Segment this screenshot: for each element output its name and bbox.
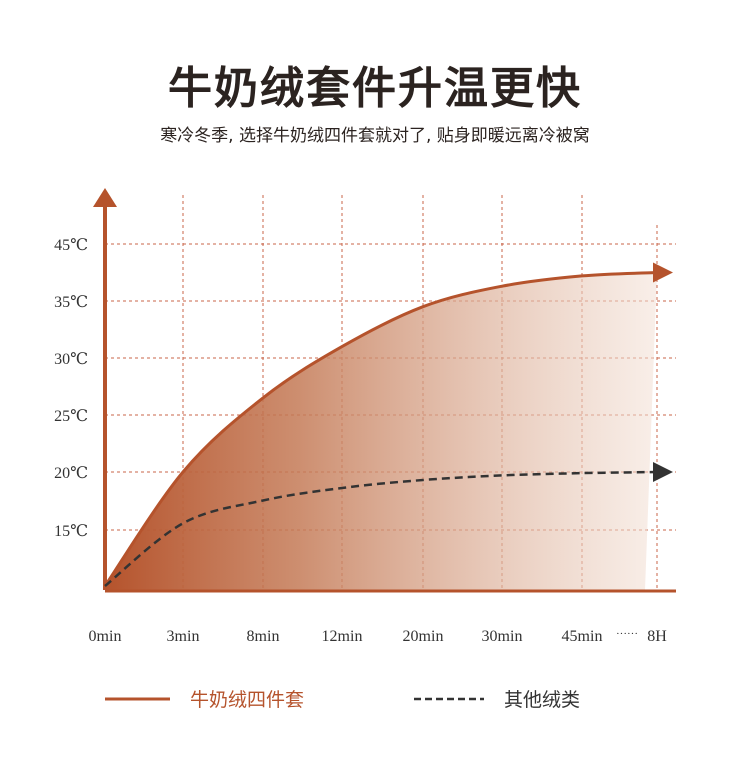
y-tick-label: 35℃ [54, 294, 88, 311]
page-subtitle: 寒冷冬季, 选择牛奶绒四件套就对了, 贴身即暖远离冷被窝 [160, 126, 590, 146]
chart-axes [93, 188, 676, 593]
x-tick-label: 3min [167, 628, 200, 645]
legend-label-series-2: 其他绒类 [504, 689, 580, 711]
x-tick-label: 30min [482, 628, 523, 645]
series-arrow-1 [653, 262, 673, 283]
chart-legend: 牛奶绒四件套 其他绒类 [105, 689, 580, 711]
page-title: 牛奶绒套件升温更快 [168, 63, 582, 114]
series-line-1 [103, 271, 658, 587]
y-tick-labels: 45℃ 35℃ 30℃ 25℃ 20℃ 15℃ [54, 237, 88, 540]
y-tick-label: 45℃ [54, 237, 88, 254]
x-tick-label: 0min [89, 628, 122, 645]
chart-area-layer [105, 272, 657, 590]
x-tick-label: 20min [403, 628, 444, 645]
x-tick-labels: 0min 3min 8min 12min 20min 30min 45min 8H ······ [89, 628, 668, 645]
series-arrow-2 [653, 462, 673, 482]
x-tick-label: 12min [322, 628, 363, 645]
y-tick-label: 25℃ [54, 408, 88, 425]
y-tick-label: 15℃ [54, 523, 88, 540]
x-tick-label: 45min [562, 628, 603, 645]
x-tick-ellipsis: ······ [616, 628, 638, 640]
series-area-fill [105, 272, 657, 590]
x-tick-label: 8H [647, 628, 667, 645]
y-tick-label: 30℃ [54, 351, 88, 368]
x-tick-label: 8min [247, 628, 280, 645]
series-line-2 [104, 470, 658, 587]
y-axis-arrow [93, 188, 117, 207]
legend-label-series-1: 牛奶绒四件套 [190, 689, 304, 711]
y-tick-label: 20℃ [54, 465, 88, 482]
chart-series-layer [103, 262, 673, 587]
